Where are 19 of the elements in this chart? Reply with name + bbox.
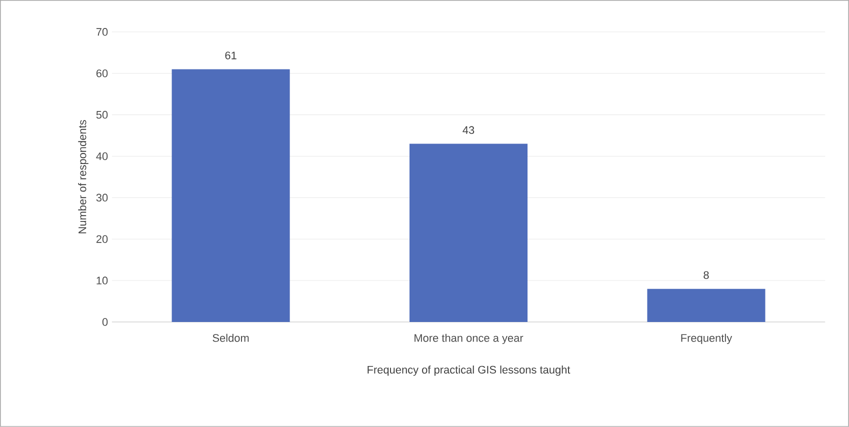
data-label: 61 [225,52,236,60]
bar [410,144,528,322]
x-tick-label: More than once a year [414,334,524,344]
bar [172,69,290,322]
y-axis-title: Number of respondents [78,120,88,234]
y-tick-label: 60 [96,70,108,78]
y-tick-label: 40 [96,152,108,160]
x-tick-label: Seldom [212,334,249,342]
bar [647,288,766,322]
data-label: 43 [462,126,474,134]
x-tick-label: Frequently [681,334,732,344]
y-tick-label: 0 [102,318,108,326]
y-tick-label: 50 [96,110,108,119]
y-tick-label: 70 [96,28,108,36]
y-tick-label: 10 [96,276,108,284]
x-axis-title: Frequency of practical GIS lessons taught [368,366,570,376]
y-tick-label: 20 [96,235,108,244]
data-label: 8 [704,271,709,280]
y-tick-label: 30 [96,194,108,202]
